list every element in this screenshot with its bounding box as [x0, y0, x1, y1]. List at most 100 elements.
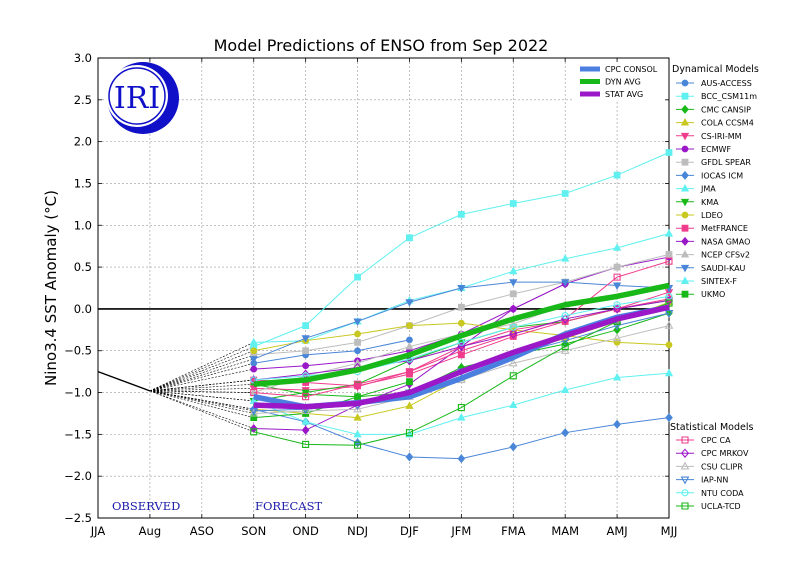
point-csu-clipr: [353, 404, 362, 413]
x-tick-label: OND: [292, 524, 319, 538]
point-jma: [612, 243, 622, 251]
point-ucla-tcd: [665, 299, 673, 307]
x-tick-label: NDJ: [347, 524, 368, 538]
legend-marker: [680, 448, 690, 458]
legend-label-ukmo: UKMO: [701, 290, 725, 299]
x-tick-label: MAM: [551, 524, 579, 538]
legend-label-iocas-icm: IOCAS ICM: [701, 171, 743, 180]
consensus-legend-label: DYN AVG: [605, 78, 641, 87]
connector-line: [149, 390, 254, 414]
legend-marker: [681, 236, 689, 246]
point-metfrance: [457, 351, 465, 359]
connector-line: [149, 390, 254, 433]
legend-label-aus-access: AUS-ACCESS: [701, 79, 752, 88]
point-csu-clipr: [560, 345, 570, 354]
point-bcc-csm11m: [561, 190, 569, 197]
iri-logo: IRI: [106, 62, 179, 134]
legend-marker: [680, 461, 690, 470]
point-ucla-tcd: [405, 429, 414, 437]
forecast-annotation: FORECAST: [255, 499, 322, 513]
point-jma: [249, 337, 258, 346]
legend-marker: [680, 276, 690, 284]
x-tick-label: FMA: [501, 524, 526, 538]
point-cola-ccsm4: [405, 401, 414, 409]
point-ecmwf: [302, 362, 310, 370]
legend-marker: [681, 92, 689, 100]
point-saudi-kau: [561, 279, 570, 287]
series-line-aus-access: [253, 339, 410, 364]
y-tick-label: −1.5: [64, 427, 92, 441]
point-iocas-icm: [613, 419, 621, 429]
legend-label-nasa-gmao: NASA GMAO: [701, 237, 750, 246]
point-ucla-tcd: [561, 342, 569, 351]
point-saudi-kau: [509, 279, 518, 287]
point-ldeo: [457, 319, 465, 327]
point-cpc-ca: [353, 380, 362, 388]
legend-marker: [680, 132, 690, 141]
legend-label-ldeo: LDEO: [701, 211, 723, 220]
point-cola-ccsm4: [353, 413, 362, 421]
point-gfdl-spear: [302, 347, 310, 355]
point-iocas-icm: [457, 454, 466, 464]
point-saudi-kau: [405, 299, 414, 307]
point-ukmo: [354, 393, 361, 401]
x-tick-label: JFM: [450, 524, 471, 538]
legend-marker: [681, 145, 689, 153]
point-sintex-f: [561, 385, 570, 393]
point-ncep-cfsv2: [353, 358, 362, 367]
point-jma: [561, 254, 570, 262]
point-ucla-tcd: [353, 441, 362, 449]
x-tick-label: DJF: [400, 524, 419, 538]
point-sintex-f: [457, 413, 466, 421]
point-csu-clipr: [612, 333, 622, 342]
legend-marker: [680, 118, 690, 126]
point-jma: [664, 229, 674, 237]
legend-marker: [680, 184, 690, 192]
point-bcc-csm11m: [665, 149, 673, 156]
point-iocas-icm: [665, 413, 673, 423]
connector-line: [149, 354, 254, 392]
point-saudi-kau: [457, 285, 466, 293]
point-iocas-icm: [561, 428, 570, 438]
y-tick-label: −2.0: [64, 469, 92, 483]
y-tick-label: 1.0: [74, 218, 92, 232]
y-tick-label: 2.5: [74, 93, 92, 107]
plot-frame: [97, 57, 670, 519]
point-sintex-f: [249, 396, 258, 404]
point-ecmwf: [250, 365, 258, 373]
model-legend: CPC CONSOL DYN AVG STAT AVG Dynamical Model…: [574, 62, 759, 511]
point-sintex-f: [353, 429, 362, 438]
legend-marker: [681, 158, 689, 166]
connector-line: [149, 390, 254, 412]
statistical-legend-header: Statistical Models: [670, 422, 753, 433]
connector-line: [149, 390, 254, 418]
point-cpc-ca: [302, 393, 310, 401]
point-ldeo: [665, 341, 673, 349]
point-ucla-tcd: [457, 404, 465, 412]
legend-label-cpc-mrkov: CPC MRKOV: [701, 449, 749, 458]
point-gfdl-spear: [354, 338, 361, 346]
point-ncep-cfsv2: [405, 341, 414, 350]
legend-marker: [681, 224, 689, 232]
point-sintex-f: [664, 368, 674, 377]
series-line-cpc-mrkov: [253, 300, 670, 381]
point-ukmo: [406, 378, 413, 386]
y-tick-label: 1.5: [74, 176, 92, 190]
point-aus-access: [406, 336, 413, 344]
y-tick-label: 0.5: [74, 260, 92, 274]
point-ucla-tcd: [302, 440, 310, 448]
legend-marker: [680, 198, 690, 207]
point-cpc-mrkov: [664, 295, 674, 306]
legend-label-cmc-cansip: CMC CANSIP: [701, 105, 751, 114]
point-bcc-csm11m: [457, 210, 465, 218]
point-ntu-coda: [457, 338, 465, 346]
point-aus-access: [354, 347, 361, 355]
point-csu-clipr: [508, 358, 518, 367]
point-gfdl-spear: [457, 303, 465, 311]
legend-label-kma: KMA: [701, 198, 719, 207]
legend-label-bcc-csm11m: BCC_CSM11m: [701, 92, 757, 101]
consensus-line-stat-avg: [253, 304, 670, 410]
point-cpc-ca: [613, 273, 621, 281]
connector-line: [149, 342, 254, 392]
